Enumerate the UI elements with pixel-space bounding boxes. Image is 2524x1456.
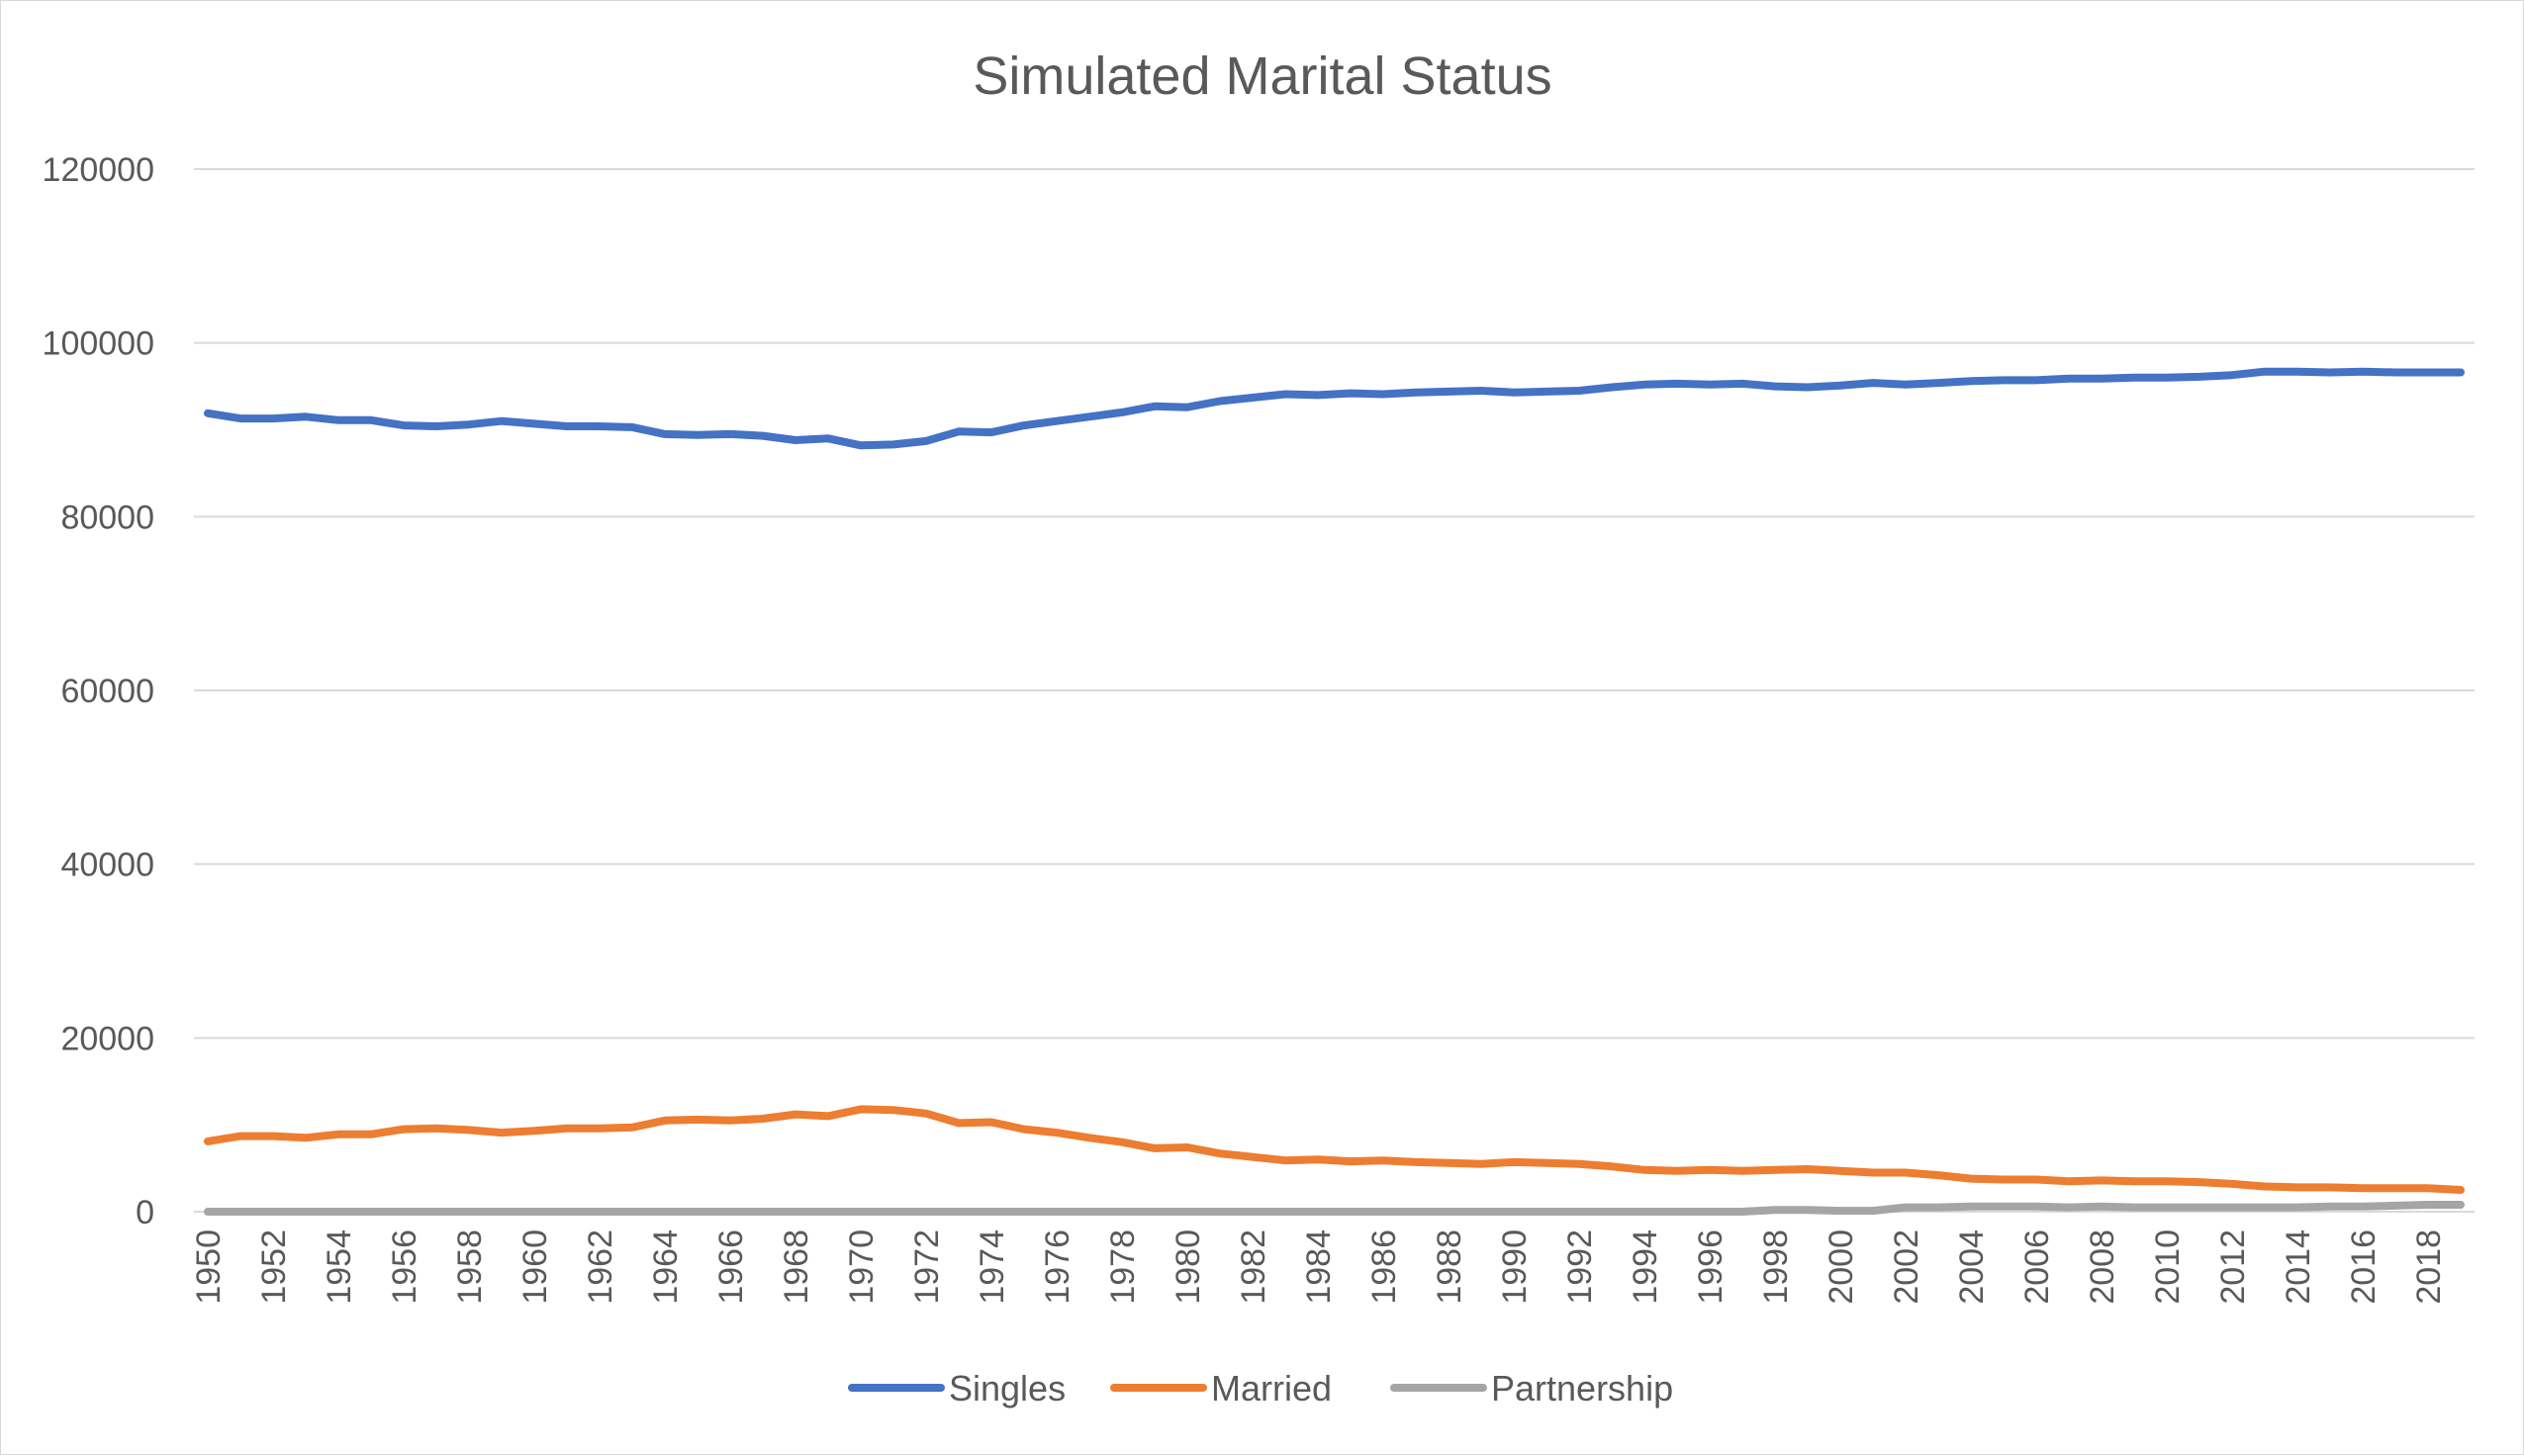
y-tick-label: 80000: [60, 499, 154, 536]
x-tick-label: 1956: [386, 1229, 423, 1305]
x-tick-label: 2014: [2280, 1229, 2317, 1305]
y-tick-label: 120000: [43, 151, 154, 189]
series-line-singles: [204, 367, 2465, 450]
x-tick-label: 1958: [451, 1229, 489, 1305]
y-axis-ticks: 0 20000 40000 60000 80000 100000 120000: [43, 151, 154, 1231]
x-tick-label: 1990: [1496, 1229, 1534, 1305]
x-tick-label: 1992: [1561, 1229, 1599, 1305]
legend: Singles Married Partnership: [848, 1368, 1673, 1409]
x-tick-label: 1952: [255, 1229, 293, 1305]
x-tick-label: 1968: [778, 1229, 815, 1305]
x-tick-label: 1980: [1169, 1229, 1207, 1305]
x-tick-label: 1976: [1039, 1229, 1076, 1305]
x-tick-label: 2002: [1888, 1229, 1925, 1305]
x-tick-label: 2018: [2410, 1229, 2448, 1305]
y-tick-label: 40000: [60, 847, 154, 884]
x-tick-label: 2000: [1823, 1229, 1860, 1305]
series-line-married: [204, 1105, 2465, 1194]
x-tick-label: 2010: [2149, 1229, 2187, 1305]
x-tick-label: 1960: [516, 1229, 554, 1305]
x-tick-label: 1994: [1627, 1229, 1664, 1305]
x-tick-label: 1982: [1235, 1229, 1272, 1305]
x-tick-label: 1996: [1692, 1229, 1729, 1305]
legend-label-singles: Singles: [949, 1368, 1066, 1409]
x-tick-label: 1986: [1365, 1229, 1403, 1305]
legend-label-partnership: Partnership: [1491, 1368, 1673, 1409]
x-tick-label: 1954: [321, 1229, 358, 1305]
x-tick-label: 2004: [1953, 1229, 1991, 1305]
x-axis-ticks: 1950 1952 1954 1956 1958 1960 1962 1964 1966 1968…: [190, 1229, 2448, 1305]
series-lines: [204, 367, 2465, 1216]
x-tick-label: 2006: [2018, 1229, 2056, 1305]
x-tick-label: 1970: [843, 1229, 881, 1305]
x-tick-label: 1972: [908, 1229, 946, 1305]
legend-label-married: Married: [1211, 1368, 1332, 1409]
x-tick-label: 1962: [582, 1229, 619, 1305]
x-tick-label: 2016: [2345, 1229, 2383, 1305]
y-tick-label: 60000: [60, 673, 154, 710]
x-tick-label: 2012: [2214, 1229, 2252, 1305]
y-tick-label: 20000: [60, 1020, 154, 1057]
y-tick-label: 100000: [43, 325, 154, 363]
chart-title: Simulated Marital Status: [973, 46, 1551, 106]
x-tick-label: 1988: [1431, 1229, 1468, 1305]
x-tick-label: 1966: [712, 1229, 750, 1305]
x-tick-label: 1974: [974, 1229, 1011, 1305]
x-tick-label: 2008: [2084, 1229, 2121, 1305]
y-tick-label: 0: [136, 1194, 154, 1231]
gridlines: [194, 168, 2475, 1213]
x-tick-label: 1998: [1757, 1229, 1795, 1305]
x-tick-label: 1950: [190, 1229, 228, 1305]
x-tick-label: 1978: [1104, 1229, 1142, 1305]
x-tick-label: 1984: [1300, 1229, 1338, 1305]
series-line-partnership: [204, 1201, 2465, 1216]
x-tick-label: 1964: [647, 1229, 685, 1305]
